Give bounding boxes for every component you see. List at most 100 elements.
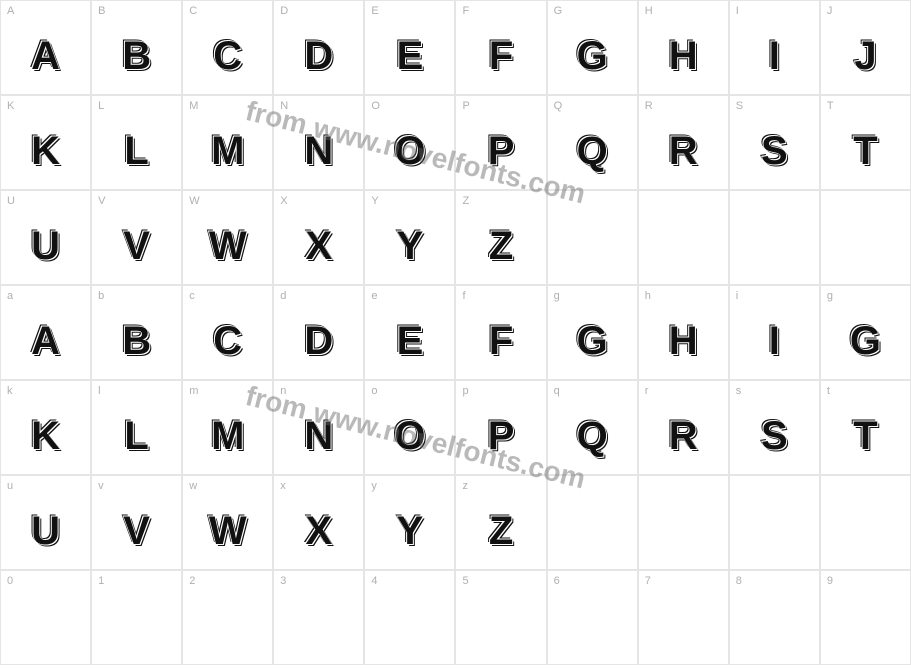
- cell-label: T: [827, 100, 834, 112]
- cell-label: m: [189, 385, 198, 397]
- glyph: A: [31, 319, 60, 364]
- charmap-cell: [638, 475, 729, 570]
- glyph-wrap: J: [821, 19, 910, 94]
- glyph-wrap: E: [365, 19, 454, 94]
- cell-label: y: [371, 480, 377, 492]
- charmap-cell: LL: [91, 95, 182, 190]
- charmap-cell: iI: [729, 285, 820, 380]
- glyph: Q: [577, 129, 608, 174]
- cell-label: X: [280, 195, 287, 207]
- charmap-cell: [820, 475, 911, 570]
- cell-label: o: [371, 385, 377, 397]
- cell-label: 5: [462, 575, 468, 587]
- charmap-cell: 9: [820, 570, 911, 665]
- charmap-cell: cC: [182, 285, 273, 380]
- glyph: G: [850, 319, 881, 364]
- charmap-cell: 2: [182, 570, 273, 665]
- charmap-cell: EE: [364, 0, 455, 95]
- cell-label: 7: [645, 575, 651, 587]
- glyph: X: [306, 509, 333, 554]
- charmap-cell: XX: [273, 190, 364, 285]
- cell-label: x: [280, 480, 286, 492]
- glyph-wrap: U: [1, 494, 90, 569]
- glyph-wrap: S: [730, 399, 819, 474]
- glyph: J: [854, 34, 876, 79]
- glyph: N: [304, 129, 333, 174]
- glyph-wrap: U: [1, 209, 90, 284]
- charmap-cell: QQ: [547, 95, 638, 190]
- glyph-wrap: Q: [548, 114, 637, 189]
- charmap-cell: YY: [364, 190, 455, 285]
- glyph-wrap: G: [821, 304, 910, 379]
- charmap-cell: UU: [0, 190, 91, 285]
- charmap-cell: [729, 475, 820, 570]
- charmap-cell: kK: [0, 380, 91, 475]
- glyph: I: [769, 34, 780, 79]
- glyph-wrap: L: [92, 399, 181, 474]
- cell-label: P: [462, 100, 469, 112]
- glyph: P: [488, 414, 515, 459]
- cell-label: s: [736, 385, 742, 397]
- glyph: U: [31, 224, 60, 269]
- glyph: T: [853, 414, 877, 459]
- glyph-wrap: Z: [456, 494, 545, 569]
- cell-label: 3: [280, 575, 286, 587]
- cell-label: 6: [554, 575, 560, 587]
- charmap-cell: II: [729, 0, 820, 95]
- glyph: D: [304, 319, 333, 364]
- glyph-wrap: O: [365, 399, 454, 474]
- glyph: E: [397, 319, 424, 364]
- glyph-wrap: D: [274, 304, 363, 379]
- charmap-cell: mM: [182, 380, 273, 475]
- glyph-wrap: I: [730, 19, 819, 94]
- glyph-wrap: R: [639, 114, 728, 189]
- cell-label: g: [827, 290, 833, 302]
- glyph: I: [769, 319, 780, 364]
- cell-label: W: [189, 195, 199, 207]
- charmap-cell: oO: [364, 380, 455, 475]
- glyph: H: [669, 34, 698, 79]
- charmap-cell: 5: [455, 570, 546, 665]
- cell-label: 9: [827, 575, 833, 587]
- charmap-cell: 1: [91, 570, 182, 665]
- glyph: F: [489, 34, 513, 79]
- cell-label: r: [645, 385, 649, 397]
- cell-label: 0: [7, 575, 13, 587]
- charmap-cell: NN: [273, 95, 364, 190]
- glyph: Y: [397, 509, 424, 554]
- glyph: L: [124, 129, 148, 174]
- charmap-cell: fF: [455, 285, 546, 380]
- glyph: B: [122, 319, 151, 364]
- charmap-cell: 3: [273, 570, 364, 665]
- cell-label: 4: [371, 575, 377, 587]
- cell-label: q: [554, 385, 560, 397]
- charmap-cell: gG: [547, 285, 638, 380]
- cell-label: M: [189, 100, 198, 112]
- glyph-wrap: P: [456, 399, 545, 474]
- glyph: Y: [397, 224, 424, 269]
- glyph: U: [31, 509, 60, 554]
- glyph-wrap: M: [183, 399, 272, 474]
- cell-label: B: [98, 5, 105, 17]
- cell-label: v: [98, 480, 104, 492]
- glyph-wrap: Y: [365, 494, 454, 569]
- cell-label: G: [554, 5, 563, 17]
- charmap-cell: ZZ: [455, 190, 546, 285]
- charmap-cell: sS: [729, 380, 820, 475]
- cell-label: N: [280, 100, 288, 112]
- charmap-cell: 7: [638, 570, 729, 665]
- charmap-cell: uU: [0, 475, 91, 570]
- cell-label: g: [554, 290, 560, 302]
- charmap-cell: MM: [182, 95, 273, 190]
- glyph-wrap: G: [548, 304, 637, 379]
- glyph-wrap: C: [183, 304, 272, 379]
- cell-label: p: [462, 385, 468, 397]
- glyph: Z: [489, 509, 513, 554]
- glyph-wrap: V: [92, 209, 181, 284]
- charmap-cell: gG: [820, 285, 911, 380]
- glyph: C: [213, 319, 242, 364]
- charmap-cell: HH: [638, 0, 729, 95]
- glyph: S: [761, 129, 788, 174]
- cell-label: k: [7, 385, 13, 397]
- charmap-cell: rR: [638, 380, 729, 475]
